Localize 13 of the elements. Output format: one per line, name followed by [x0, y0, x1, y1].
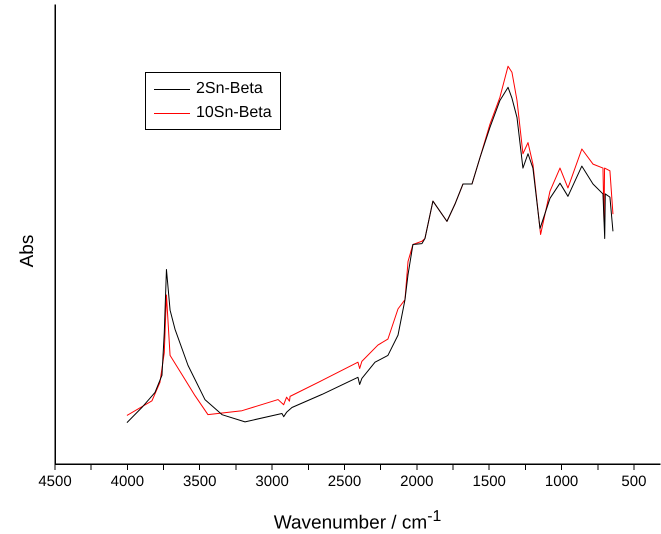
- x-tick-label: 1500: [472, 473, 506, 490]
- x-tick-label: 500: [621, 473, 646, 490]
- x-tick-label: 2000: [400, 473, 434, 490]
- legend-label: 10Sn-Beta: [196, 104, 272, 122]
- x-axis-title: Wavenumber / cm$^{-1}$: [272, 508, 442, 534]
- legend-label: 2Sn-Beta: [196, 80, 263, 98]
- y-axis-title: Abs: [17, 234, 39, 270]
- x-tick-label: 3500: [183, 473, 216, 490]
- x-tick-label: 3000: [255, 473, 289, 490]
- x-tick-label: 4000: [110, 473, 144, 490]
- x-tick-label: 2500: [328, 473, 362, 490]
- x-tick-label: 1000: [544, 473, 578, 490]
- x-tick-label: 4500: [38, 473, 72, 490]
